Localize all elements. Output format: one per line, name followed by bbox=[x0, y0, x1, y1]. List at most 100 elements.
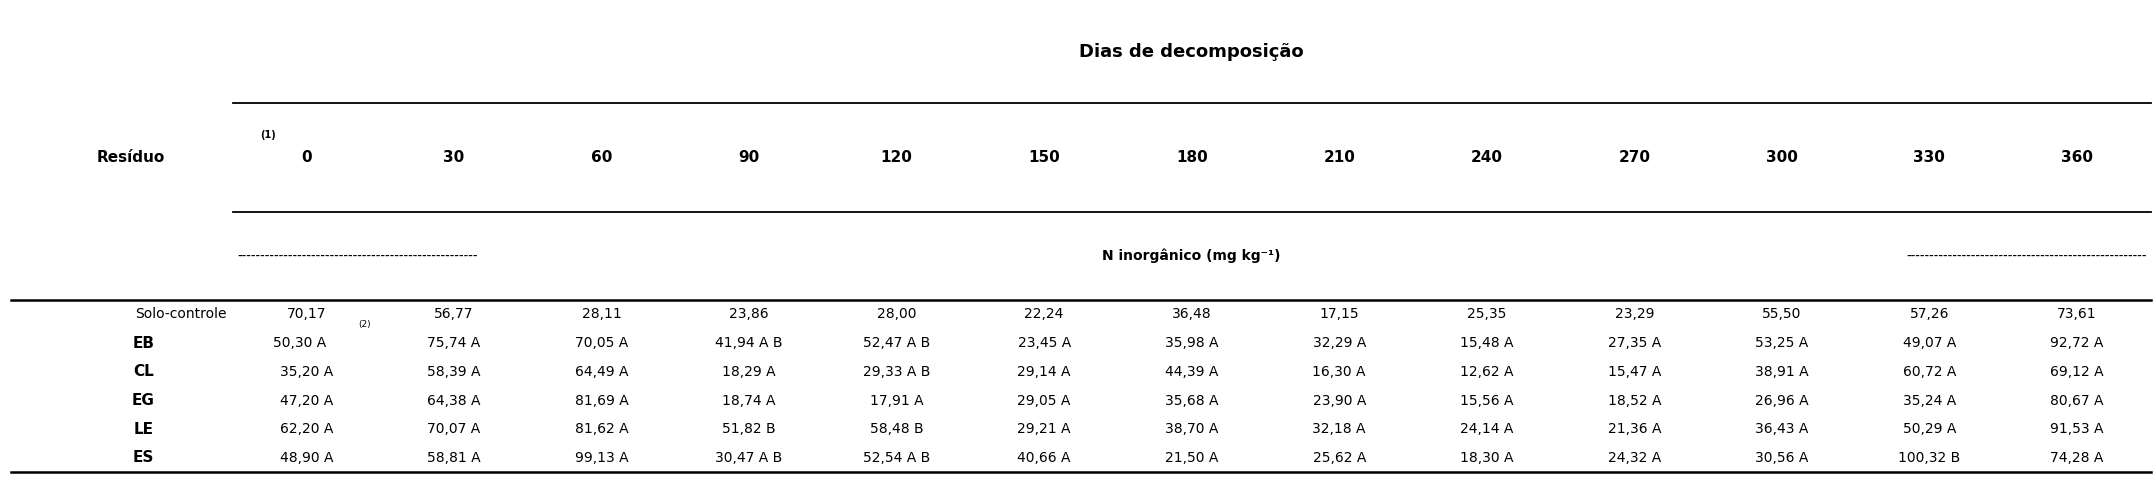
Text: 29,21 A: 29,21 A bbox=[1017, 422, 1071, 436]
Text: 50,30 A: 50,30 A bbox=[274, 336, 328, 350]
Text: LE: LE bbox=[134, 422, 153, 437]
Text: 70,17: 70,17 bbox=[287, 308, 325, 321]
Text: 23,45 A: 23,45 A bbox=[1017, 336, 1071, 350]
Text: 91,53 A: 91,53 A bbox=[2049, 422, 2103, 436]
Text: 30,47 A B: 30,47 A B bbox=[715, 451, 782, 465]
Text: 29,33 A B: 29,33 A B bbox=[862, 365, 931, 379]
Text: 36,43 A: 36,43 A bbox=[1754, 422, 1808, 436]
Text: 44,39 A: 44,39 A bbox=[1166, 365, 1218, 379]
Text: 99,13 A: 99,13 A bbox=[575, 451, 629, 465]
Text: ----------------------------------------------------: ----------------------------------------… bbox=[1905, 250, 2146, 261]
Text: 81,69 A: 81,69 A bbox=[575, 394, 629, 407]
Text: 17,15: 17,15 bbox=[1319, 308, 1360, 321]
Text: Resíduo: Resíduo bbox=[97, 150, 164, 165]
Text: 21,50 A: 21,50 A bbox=[1166, 451, 1218, 465]
Text: 330: 330 bbox=[1914, 150, 1946, 165]
Text: 22,24: 22,24 bbox=[1024, 308, 1065, 321]
Text: (2): (2) bbox=[358, 320, 371, 329]
Text: 52,54 A B: 52,54 A B bbox=[862, 451, 931, 465]
Text: 270: 270 bbox=[1618, 150, 1651, 165]
Text: 80,67 A: 80,67 A bbox=[2049, 394, 2103, 407]
Text: 28,11: 28,11 bbox=[582, 308, 621, 321]
Text: 62,20 A: 62,20 A bbox=[280, 422, 334, 436]
Text: 120: 120 bbox=[881, 150, 912, 165]
Text: 38,70 A: 38,70 A bbox=[1166, 422, 1218, 436]
Text: 73,61: 73,61 bbox=[2058, 308, 2097, 321]
Text: 52,47 A B: 52,47 A B bbox=[862, 336, 931, 350]
Text: 92,72 A: 92,72 A bbox=[2049, 336, 2103, 350]
Text: 58,48 B: 58,48 B bbox=[871, 422, 924, 436]
Text: 57,26: 57,26 bbox=[1909, 308, 1948, 321]
Text: 15,48 A: 15,48 A bbox=[1461, 336, 1513, 350]
Text: 27,35 A: 27,35 A bbox=[1608, 336, 1662, 350]
Text: 24,14 A: 24,14 A bbox=[1461, 422, 1513, 436]
Text: 23,86: 23,86 bbox=[728, 308, 769, 321]
Text: 48,90 A: 48,90 A bbox=[280, 451, 334, 465]
Text: 60,72 A: 60,72 A bbox=[1903, 365, 1957, 379]
Text: 32,29 A: 32,29 A bbox=[1312, 336, 1366, 350]
Text: 51,82 B: 51,82 B bbox=[722, 422, 776, 436]
Text: 150: 150 bbox=[1028, 150, 1060, 165]
Text: 81,62 A: 81,62 A bbox=[575, 422, 629, 436]
Text: 24,32 A: 24,32 A bbox=[1608, 451, 1662, 465]
Text: 36,48: 36,48 bbox=[1172, 308, 1211, 321]
Text: 300: 300 bbox=[1765, 150, 1797, 165]
Text: 38,91 A: 38,91 A bbox=[1754, 365, 1808, 379]
Text: 35,20 A: 35,20 A bbox=[280, 365, 334, 379]
Text: 29,05 A: 29,05 A bbox=[1017, 394, 1071, 407]
Text: 55,50: 55,50 bbox=[1763, 308, 1802, 321]
Text: 30: 30 bbox=[444, 150, 465, 165]
Text: 18,30 A: 18,30 A bbox=[1461, 451, 1513, 465]
Text: 210: 210 bbox=[1323, 150, 1355, 165]
Text: 50,29 A: 50,29 A bbox=[1903, 422, 1957, 436]
Text: 21,36 A: 21,36 A bbox=[1608, 422, 1662, 436]
Text: 16,30 A: 16,30 A bbox=[1312, 365, 1366, 379]
Text: 0: 0 bbox=[302, 150, 312, 165]
Text: 180: 180 bbox=[1177, 150, 1207, 165]
Text: 60: 60 bbox=[590, 150, 612, 165]
Text: 41,94 A B: 41,94 A B bbox=[715, 336, 782, 350]
Text: CL: CL bbox=[134, 365, 153, 379]
Text: 18,52 A: 18,52 A bbox=[1608, 394, 1662, 407]
Text: 35,24 A: 35,24 A bbox=[1903, 394, 1957, 407]
Text: 75,74 A: 75,74 A bbox=[427, 336, 481, 350]
Text: ES: ES bbox=[134, 451, 153, 465]
Text: 56,77: 56,77 bbox=[435, 308, 474, 321]
Text: 30,56 A: 30,56 A bbox=[1754, 451, 1808, 465]
Text: 15,47 A: 15,47 A bbox=[1608, 365, 1662, 379]
Text: 69,12 A: 69,12 A bbox=[2049, 365, 2103, 379]
Text: 25,62 A: 25,62 A bbox=[1312, 451, 1366, 465]
Text: 360: 360 bbox=[2060, 150, 2093, 165]
Text: 35,98 A: 35,98 A bbox=[1166, 336, 1218, 350]
Text: 58,81 A: 58,81 A bbox=[427, 451, 481, 465]
Text: 90: 90 bbox=[739, 150, 761, 165]
Text: EG: EG bbox=[131, 393, 155, 408]
Text: EB: EB bbox=[131, 336, 155, 351]
Text: (1): (1) bbox=[261, 130, 276, 140]
Text: 15,56 A: 15,56 A bbox=[1461, 394, 1513, 407]
Text: 47,20 A: 47,20 A bbox=[280, 394, 334, 407]
Text: 18,74 A: 18,74 A bbox=[722, 394, 776, 407]
Text: N inorgânico (mg kg⁻¹): N inorgânico (mg kg⁻¹) bbox=[1103, 248, 1280, 263]
Text: 32,18 A: 32,18 A bbox=[1312, 422, 1366, 436]
Text: 70,07 A: 70,07 A bbox=[427, 422, 481, 436]
Text: 70,05 A: 70,05 A bbox=[575, 336, 629, 350]
Text: 23,90 A: 23,90 A bbox=[1312, 394, 1366, 407]
Text: 18,29 A: 18,29 A bbox=[722, 365, 776, 379]
Text: 28,00: 28,00 bbox=[877, 308, 916, 321]
Text: 25,35: 25,35 bbox=[1468, 308, 1506, 321]
Text: 240: 240 bbox=[1470, 150, 1502, 165]
Text: 64,49 A: 64,49 A bbox=[575, 365, 629, 379]
Text: 29,14 A: 29,14 A bbox=[1017, 365, 1071, 379]
Text: ----------------------------------------------------: ----------------------------------------… bbox=[237, 250, 478, 261]
Text: 26,96 A: 26,96 A bbox=[1754, 394, 1808, 407]
Text: 74,28 A: 74,28 A bbox=[2049, 451, 2103, 465]
Text: 53,25 A: 53,25 A bbox=[1754, 336, 1808, 350]
Text: 35,68 A: 35,68 A bbox=[1166, 394, 1218, 407]
Text: 23,29: 23,29 bbox=[1614, 308, 1655, 321]
Text: 49,07 A: 49,07 A bbox=[1903, 336, 1957, 350]
Text: 64,38 A: 64,38 A bbox=[427, 394, 481, 407]
Text: 58,39 A: 58,39 A bbox=[427, 365, 481, 379]
Text: Dias de decomposição: Dias de decomposição bbox=[1080, 43, 1304, 61]
Text: 17,91 A: 17,91 A bbox=[871, 394, 924, 407]
